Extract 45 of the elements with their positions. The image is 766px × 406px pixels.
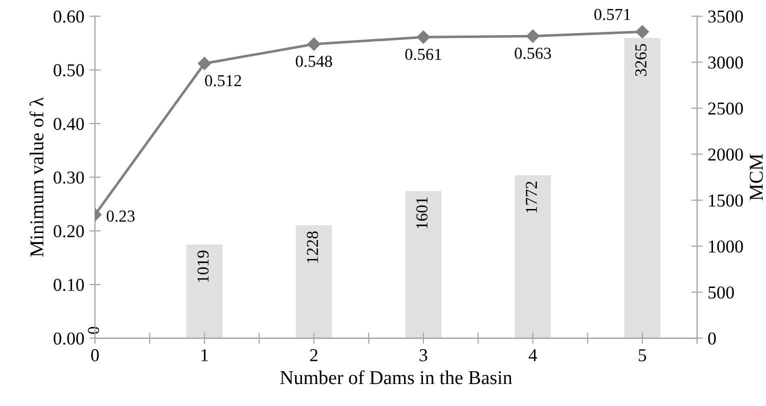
point [416,30,430,44]
y-tick-label: 0.40 [54,118,84,130]
bar [514,175,551,338]
y2-tick-label: 1000 [709,240,743,253]
y2-tick-label: 2500 [708,102,743,115]
point [526,30,540,43]
point [636,25,649,38]
data-label: 0.571 [594,8,630,20]
y2-tick-label: 3000 [708,56,743,69]
x-axis-title: Number of Dams in the Basin [280,370,512,384]
y-tick-label: 0.20 [54,225,84,238]
x-tick-label: 3 [420,349,428,362]
data-label: 0.548 [296,56,332,68]
data-label: 0.563 [514,48,551,60]
y-tick-label: 0.00 [54,332,84,345]
bar [405,190,442,338]
x-tick-label: 4 [528,349,538,362]
x-tick-label: 2 [310,349,318,362]
bar [624,38,660,338]
y-tick-label: 0.10 [54,278,84,292]
y-axis-title: Minimum value of λ [30,97,44,257]
x-tick-label: 5 [638,349,646,362]
y2-tick-label: 500 [708,286,734,299]
y2-tick-label: 1500 [709,194,743,207]
data-label: 1019 [197,250,209,282]
bar [186,244,223,338]
data-label: 0.23 [106,210,135,222]
point [307,38,321,51]
x-tick-label: 1 [202,349,208,362]
y2-tick-label: 2000 [708,148,743,161]
y2-tick-label: 0 [708,332,716,345]
data-label: 0.512 [205,75,242,86]
y2-axis-title: MCM [750,154,763,200]
data-label: 0.561 [405,48,442,60]
x-tick-label: 0 [91,349,99,362]
y-tick-label: 0.50 [54,64,84,76]
data-label: 3265 [635,44,646,76]
y-tick-label: 0.30 [54,171,84,184]
y-tick-label: 0.60 [54,10,84,23]
data-label: 1772 [526,182,537,213]
data-label: 1228 [306,231,318,263]
point [198,56,212,70]
data-label: 1601 [416,197,428,228]
y2-tick-label: 3500 [708,10,743,23]
bar [296,225,332,338]
